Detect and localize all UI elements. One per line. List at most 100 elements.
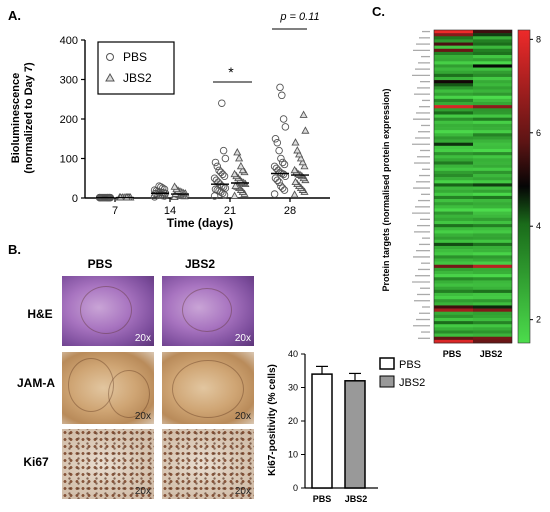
heatmap-cell [473, 333, 512, 338]
heatmap-cell [473, 123, 512, 128]
data-point-jbs2 [299, 110, 308, 118]
heatmap-cell [473, 127, 512, 131]
heatmap-cell [473, 136, 512, 140]
heatmap-cell [434, 192, 473, 197]
heatmap-cell [434, 220, 473, 225]
heatmap-cell [473, 192, 512, 197]
y-tick-label: 200 [60, 114, 78, 126]
heatmap-cell [473, 224, 512, 228]
data-point-pbs [211, 158, 220, 167]
heatmap-cell [434, 170, 473, 175]
heatmap-cell [473, 95, 512, 100]
colorbar-tick-label: 2 [536, 315, 541, 325]
heatmap-cell [473, 89, 512, 93]
heatmap-cell [434, 296, 473, 300]
data-point-jbs2 [290, 165, 299, 174]
panel-c-heatmap: C. Protein targets (normalised protein e… [372, 4, 541, 359]
heatmap-cell [473, 189, 512, 194]
heatmap-cell [434, 130, 473, 134]
data-point-jbs2 [236, 161, 245, 170]
heatmap-cell [434, 252, 473, 256]
x-tick-label: 14 [164, 205, 176, 217]
heatmap-cell [434, 199, 473, 203]
heatmap-cell [434, 89, 473, 93]
heatmap-cell [434, 267, 473, 272]
legend-circle-marker [106, 53, 114, 61]
heatmap-cell [434, 114, 473, 118]
heatmap-cell [434, 283, 473, 287]
row-label-ki67: Ki67 [23, 455, 49, 469]
heatmap-cell [434, 205, 473, 209]
heatmap-cell [473, 108, 512, 112]
data-point-pbs [275, 146, 283, 155]
colorbar-tick-label: 6 [536, 128, 541, 138]
data-point-pbs [270, 190, 279, 198]
heatmap-cell [434, 183, 473, 187]
heatmap-cell [434, 195, 473, 200]
heatmap-cell [434, 101, 473, 106]
data-point-pbs [215, 166, 223, 175]
colorbar-tick-label: 8 [536, 34, 541, 44]
heatmap-cell [473, 264, 512, 269]
heatmap-cell [473, 195, 512, 200]
heatmap-cell [473, 286, 512, 291]
heatmap-cell [473, 83, 512, 87]
heatmap-cell [473, 271, 512, 275]
heatmap-cell [473, 101, 512, 106]
legend-pbs: PBS [123, 50, 147, 64]
heatmap-cell [434, 333, 473, 338]
heatmap-cell [434, 111, 473, 115]
heatmap-cell [473, 36, 512, 40]
heatmap-cell [434, 145, 473, 150]
heatmap-cell [473, 308, 512, 312]
heatmap-cell [473, 255, 512, 259]
histology-jama-jbs2: 20x [162, 352, 254, 424]
data-point-pbs [217, 168, 225, 177]
heatmap-cell [434, 127, 473, 131]
heatmap-cell [473, 92, 512, 97]
heatmap-cell [434, 70, 473, 75]
heatmap-cell [434, 186, 473, 190]
heatmap-cell [473, 161, 512, 165]
heatmap-cell [473, 70, 512, 75]
heatmap-cell [434, 123, 473, 128]
heatmap-cell [434, 76, 473, 81]
data-point-pbs [280, 160, 289, 169]
heatmap-cell [473, 227, 512, 231]
heatmap-cell [434, 217, 473, 222]
heatmap-cell [473, 336, 512, 341]
magnification-label: 20x [234, 333, 251, 344]
heatmap-cell [434, 139, 473, 143]
data-point-jbs2 [301, 126, 310, 134]
bar-jbs2 [344, 380, 366, 489]
heatmap-cell [434, 48, 473, 53]
heatmap-cell [434, 142, 473, 147]
histology-he-jbs2: 20x [162, 276, 254, 346]
data-point-pbs [276, 83, 284, 92]
histology-ki67-pbs: 20x [62, 429, 154, 499]
bar-xtick-pbs: PBS [313, 494, 332, 504]
heatmap-cell [473, 289, 512, 294]
heatmap-cell [473, 299, 512, 303]
data-point-pbs [210, 174, 219, 182]
heatmap-cell [434, 324, 473, 328]
data-point-pbs [280, 186, 289, 194]
data-point-pbs [221, 154, 230, 163]
heatmap-cell [473, 152, 512, 156]
heatmap-cell [473, 167, 512, 172]
x-axis-label: Time (days) [167, 216, 233, 230]
heatmap-cell [434, 161, 473, 165]
data-point-pbs [155, 182, 163, 190]
heatmap-cell [434, 280, 473, 284]
heatmap-cell [434, 239, 473, 244]
heatmap-cell [473, 177, 512, 181]
magnification-label: 20x [134, 486, 151, 497]
heatmap-cell [434, 311, 473, 316]
heatmap-cell [473, 258, 512, 262]
heatmap-cell [434, 317, 473, 322]
heatmap-cell [434, 292, 473, 297]
legend-jbs2: JBS2 [123, 71, 152, 85]
data-point-jbs2 [235, 153, 244, 162]
heatmap-cell [434, 321, 473, 325]
heatmap-cell [473, 302, 512, 306]
